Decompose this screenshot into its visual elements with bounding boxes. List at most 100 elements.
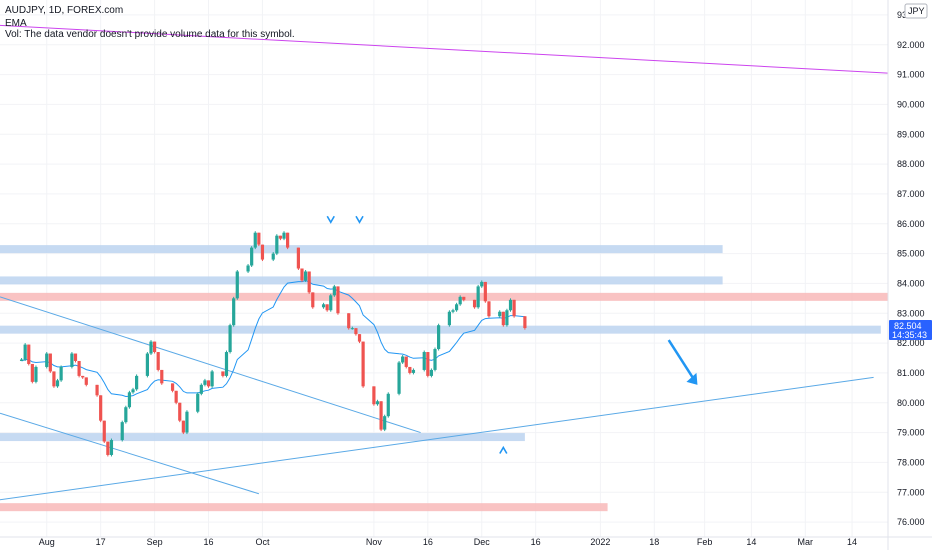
candle	[476, 284, 480, 309]
candle-body	[361, 341, 365, 387]
price-axis-bg	[888, 0, 932, 550]
candle	[95, 384, 99, 397]
candle	[404, 356, 408, 369]
candle	[408, 366, 412, 375]
candle-body	[124, 407, 128, 423]
candle	[383, 414, 387, 432]
support-zone	[0, 276, 723, 285]
price-tick-label: 90.000	[897, 99, 925, 109]
candle	[411, 368, 416, 375]
candle	[84, 377, 88, 387]
candle-body	[408, 366, 412, 373]
candle	[257, 232, 261, 247]
time-tick-label: 14	[746, 537, 756, 547]
candle-body	[48, 353, 52, 372]
candle	[498, 310, 502, 318]
time-axis[interactable]: Aug 17 Sep 16 Oct Nov 16 Dec 16 2022 18 Feb 14 Mar 14	[0, 536, 932, 547]
candle	[483, 281, 487, 303]
resistance-zone	[0, 503, 608, 512]
candle-body	[120, 422, 124, 441]
candle-body	[109, 440, 114, 455]
candle-body	[174, 390, 178, 403]
candle-body	[203, 380, 207, 385]
candle	[77, 360, 81, 378]
candle-body	[152, 341, 157, 353]
candle-body	[282, 232, 286, 239]
candle-body	[70, 353, 74, 367]
candle	[102, 420, 106, 444]
candle	[311, 292, 315, 309]
candle-body	[437, 325, 441, 350]
candle-body	[300, 268, 304, 281]
candle-body	[354, 328, 358, 335]
candle-body	[253, 232, 257, 248]
candle	[336, 286, 340, 315]
candle	[260, 244, 265, 262]
candle-body	[325, 304, 329, 311]
candle	[303, 269, 308, 282]
candle	[386, 392, 390, 418]
candle-body	[135, 375, 139, 390]
candle-body	[505, 310, 509, 326]
price-tick-label: 91.000	[897, 70, 925, 80]
indicator-label-ema[interactable]: EMA	[5, 18, 27, 29]
candle	[271, 252, 275, 262]
candle-body	[336, 286, 340, 314]
bar-countdown: 14:35:43	[892, 330, 927, 340]
candle-body	[307, 271, 311, 293]
candle	[458, 295, 462, 306]
candle	[23, 343, 27, 361]
candle	[372, 386, 376, 406]
candle	[48, 353, 52, 373]
support-zone	[0, 433, 525, 442]
time-tick-label: 18	[649, 537, 659, 547]
candle	[501, 311, 505, 327]
candle-body	[246, 265, 250, 272]
candle	[275, 234, 279, 256]
time-tick-label: 2022	[590, 537, 610, 547]
currency-label: JPY	[908, 6, 925, 16]
candle-body	[397, 362, 401, 394]
time-tick-label: 16	[423, 537, 433, 547]
price-axis[interactable]: 76.000 77.000 78.000 79.000 80.000 81.000 82.0…	[887, 0, 932, 550]
candle	[321, 302, 326, 309]
candle	[300, 268, 304, 282]
candle-body	[73, 353, 78, 361]
candle	[135, 374, 139, 391]
candle	[181, 420, 185, 435]
candle-body	[375, 401, 380, 405]
candle	[397, 360, 401, 396]
candle	[361, 341, 365, 388]
candle-body	[321, 304, 326, 308]
chevron-down-marker	[355, 215, 364, 224]
candle-body	[404, 356, 408, 367]
candle-body	[206, 380, 211, 387]
candle-body	[34, 366, 38, 382]
candle	[156, 352, 160, 372]
currency-box	[904, 3, 928, 19]
candle-body	[451, 310, 455, 312]
candle	[34, 365, 38, 384]
candle	[81, 375, 85, 379]
time-tick-label: 17	[96, 537, 106, 547]
candle	[127, 390, 132, 409]
time-tick-label: Oct	[255, 537, 270, 547]
candle-body	[106, 441, 110, 455]
candle-body	[84, 377, 88, 385]
candle-body	[347, 313, 351, 329]
last-price-value: 82.504	[894, 321, 922, 331]
grid-layer	[0, 0, 888, 537]
price-tick-label: 87.000	[897, 189, 925, 199]
candle	[19, 358, 24, 361]
time-tick-label: Dec	[474, 537, 491, 547]
candle-body	[149, 341, 153, 354]
price-tick-label: 86.000	[897, 219, 925, 229]
candles-layer[interactable]	[19, 231, 527, 457]
candle-body	[271, 253, 275, 260]
candle-body	[95, 384, 99, 396]
symbol-title[interactable]: AUDJPY, 1D, FOREX.com	[5, 5, 124, 16]
candle	[131, 387, 135, 394]
candle	[508, 298, 513, 312]
